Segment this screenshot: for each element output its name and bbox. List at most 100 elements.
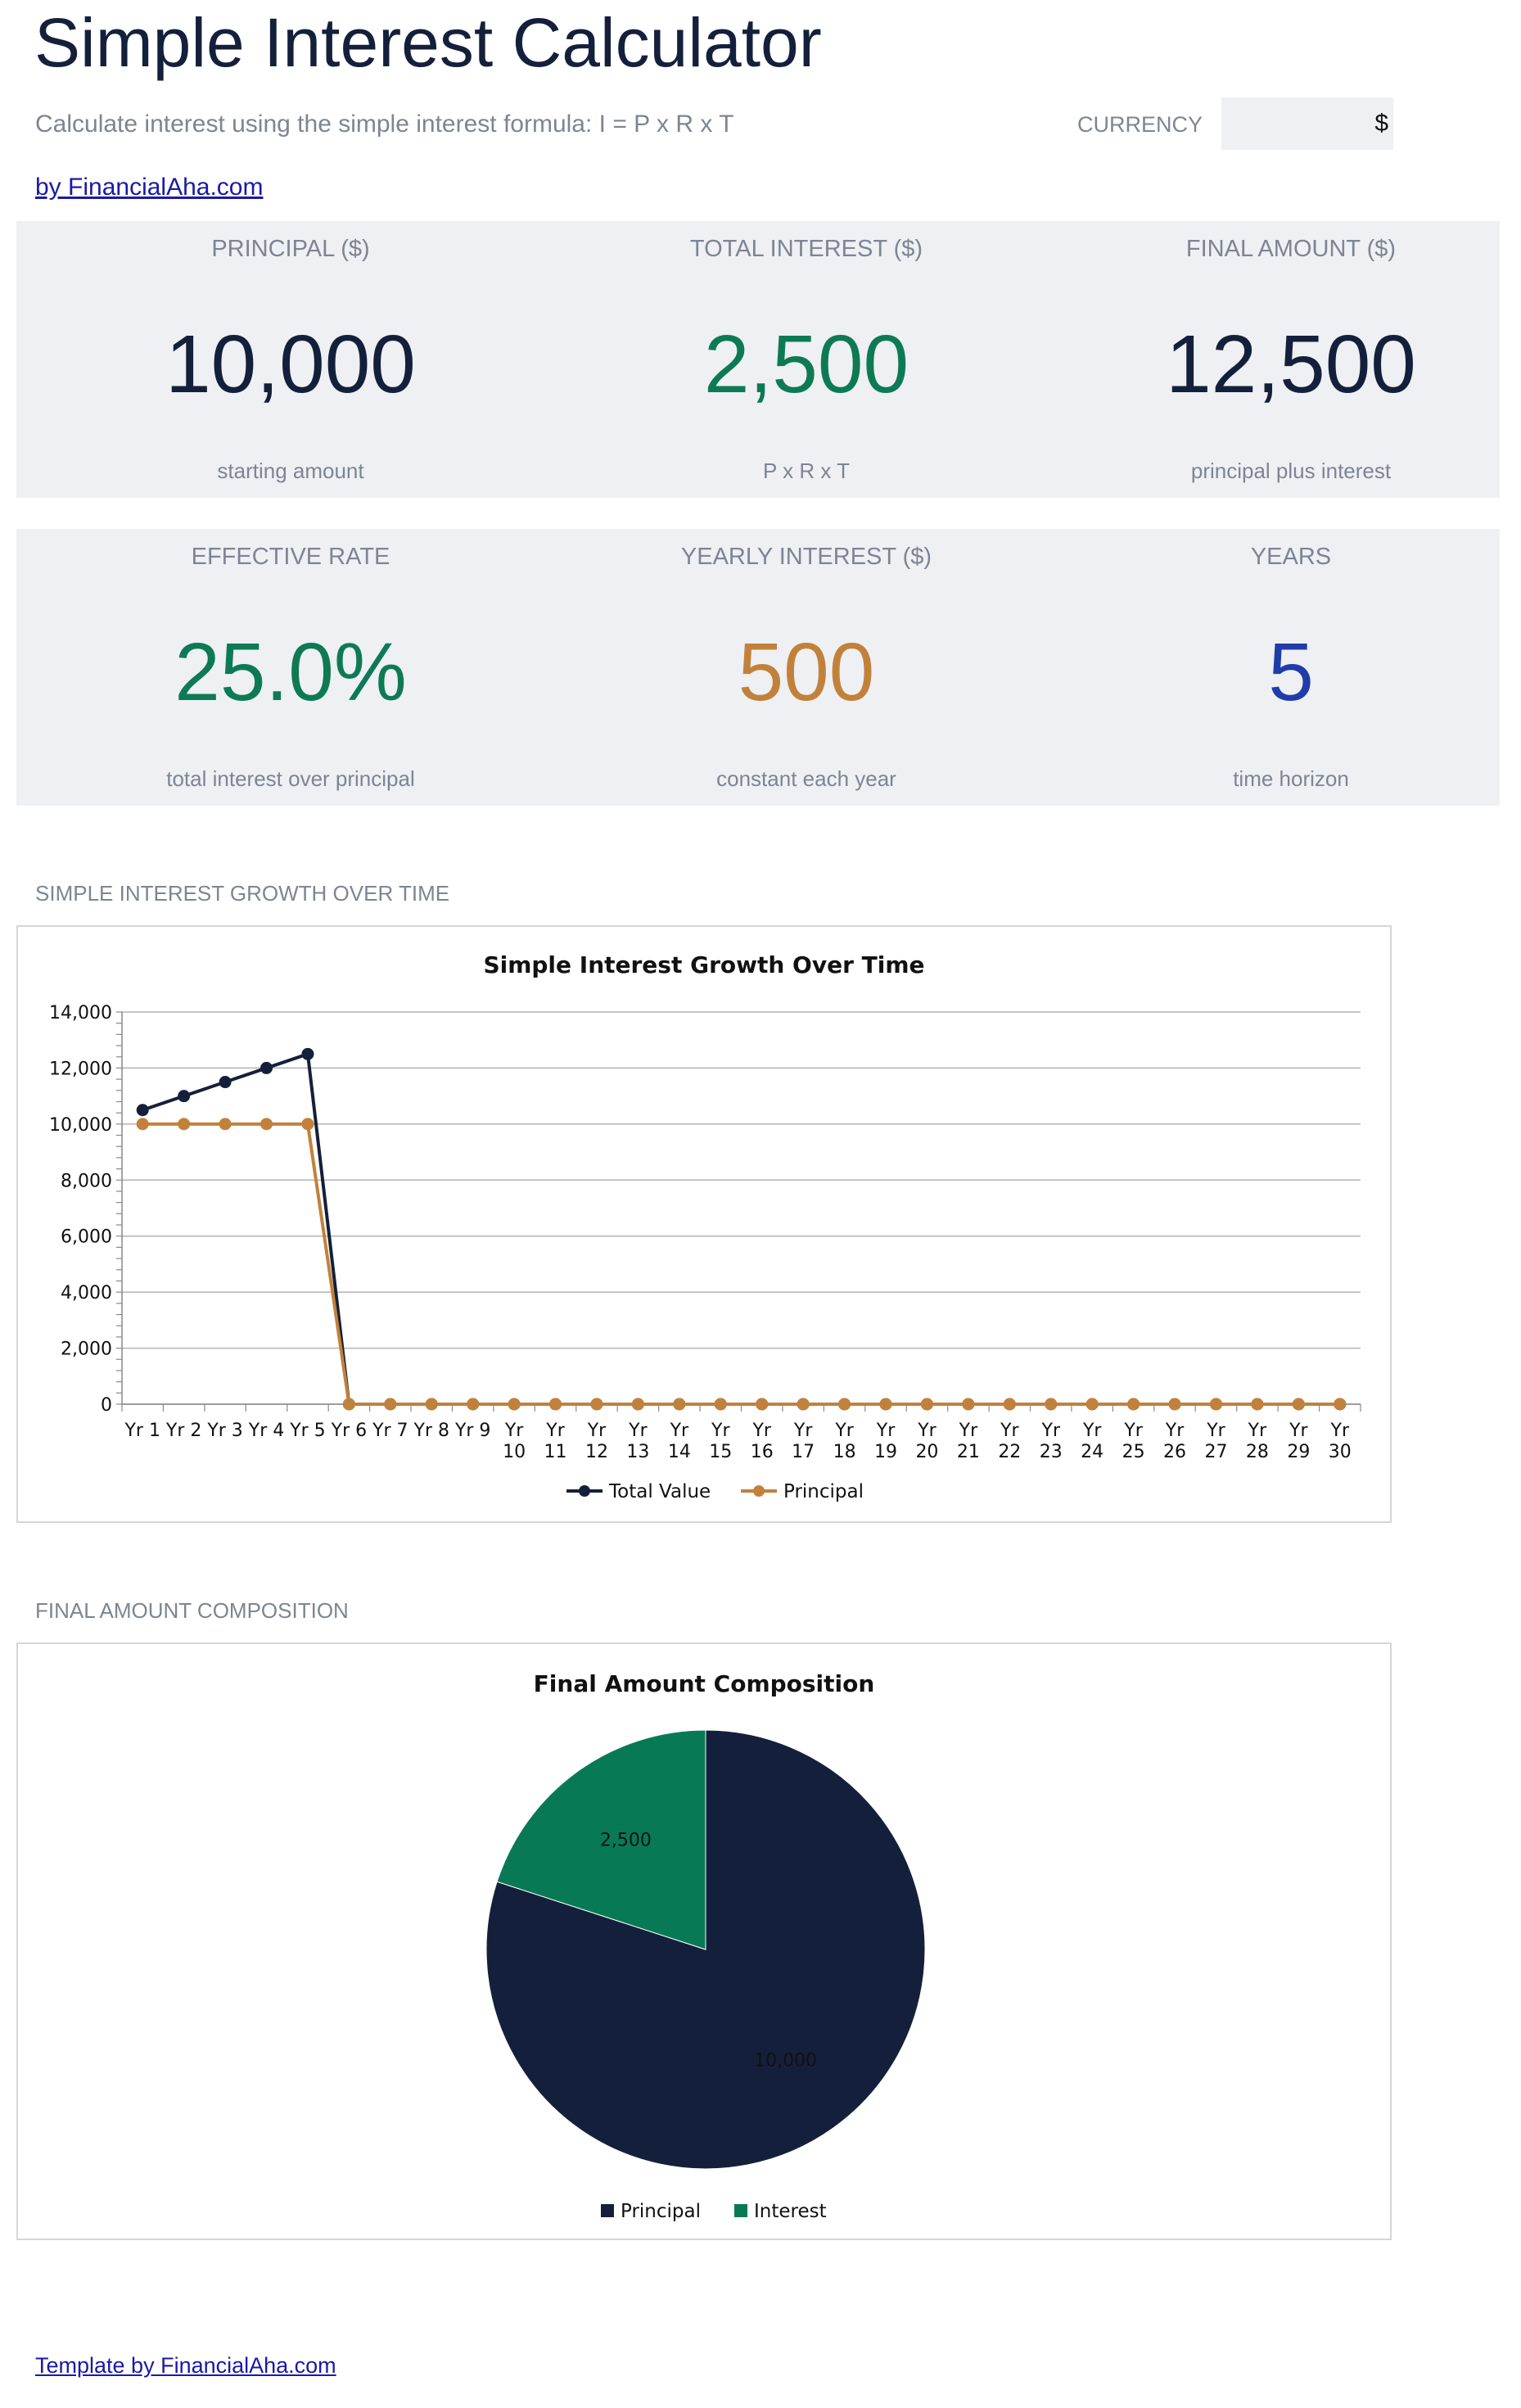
x-tick-label: Yr 8	[413, 1421, 449, 1441]
data-point	[467, 1398, 479, 1411]
data-point	[1334, 1398, 1346, 1411]
legend-label: Principal	[783, 1481, 864, 1502]
data-point	[1210, 1398, 1222, 1411]
y-tick-label: 2,000	[61, 1340, 112, 1360]
y-tick-label: 12,000	[49, 1059, 112, 1079]
x-tick-label: Yr 2	[165, 1421, 201, 1441]
page-title: Simple Interest Calculator	[34, 2, 822, 84]
card-value: 10,000	[37, 319, 544, 409]
legend-label: Principal	[621, 2201, 701, 2222]
currency-input[interactable]: $	[1221, 97, 1393, 150]
x-tick-label: Yr 21	[957, 1421, 980, 1462]
pie-chart-svg: 10,000 2,500 Principal Interest	[18, 1644, 1390, 2239]
x-tick-label: Yr 12	[585, 1421, 608, 1462]
card-value: 25.0%	[37, 627, 544, 717]
x-tick-label: Yr 1	[124, 1421, 160, 1441]
data-point	[1251, 1398, 1263, 1411]
card-sub: principal plus interest	[1037, 457, 1521, 485]
x-tick-label: Yr 18	[833, 1421, 856, 1462]
data-point	[260, 1118, 273, 1130]
footer-link[interactable]: Template by FinancialAha.com	[35, 2352, 336, 2379]
x-tick-label: Yr 20	[915, 1421, 938, 1462]
data-point	[590, 1398, 603, 1411]
card-label: YEARLY INTEREST ($)	[553, 542, 1060, 572]
data-point	[301, 1048, 314, 1060]
data-point	[715, 1398, 727, 1411]
growth-section-label: SIMPLE INTEREST GROWTH OVER TIME	[35, 879, 449, 907]
x-tick-label: Yr 4	[248, 1421, 284, 1441]
card-sub: P x R x T	[553, 457, 1060, 485]
card-sub: time horizon	[1037, 765, 1521, 793]
x-tick-label: Yr 13	[626, 1421, 649, 1462]
card-label: EFFECTIVE RATE	[37, 542, 544, 572]
growth-chart: Simple Interest Growth Over Time 0 2,000 4…	[16, 925, 1392, 1523]
x-tick-label: Yr 6	[331, 1421, 367, 1441]
data-point	[1004, 1398, 1016, 1411]
data-point	[219, 1118, 232, 1130]
data-point	[301, 1118, 314, 1130]
page-subtitle: Calculate interest using the simple inte…	[35, 108, 733, 141]
data-point	[838, 1398, 851, 1411]
x-tick-label: Yr 19	[874, 1421, 897, 1462]
currency-value: $	[1374, 109, 1388, 138]
card-label: TOTAL INTEREST ($)	[553, 234, 1060, 264]
x-tick-label: Yr 17	[792, 1421, 815, 1462]
composition-section-label: FINAL AMOUNT COMPOSITION	[35, 1597, 349, 1624]
y-tick-label: 6,000	[61, 1227, 112, 1248]
data-point	[549, 1398, 562, 1411]
line-chart-svg: 02,0004,0006,0008,00010,00012,00014,000Y…	[18, 927, 1390, 1521]
x-tick-label: Yr 28	[1246, 1421, 1269, 1462]
x-tick-label: Yr 11	[544, 1421, 567, 1462]
y-tick-label: 4,000	[61, 1283, 112, 1303]
byline-link[interactable]: by FinancialAha.com	[35, 172, 263, 203]
legend-swatch	[734, 2204, 747, 2217]
data-point	[178, 1118, 190, 1130]
currency-label: CURRENCY	[1077, 110, 1203, 139]
data-point	[1293, 1398, 1305, 1411]
x-tick-label: Yr 30	[1329, 1421, 1352, 1462]
x-tick-label: Yr 29	[1287, 1421, 1310, 1462]
x-tick-label: Yr 26	[1163, 1421, 1186, 1462]
x-tick-label: Yr 7	[372, 1421, 408, 1441]
legend-marker	[753, 1485, 765, 1497]
x-tick-label: Yr 3	[206, 1421, 242, 1441]
card-value: 2,500	[553, 319, 1060, 409]
legend-label: Interest	[754, 2201, 827, 2222]
card-label: PRINCIPAL ($)	[37, 234, 544, 264]
x-tick-label: Yr 10	[503, 1421, 526, 1462]
x-tick-label: Yr 24	[1081, 1421, 1104, 1462]
y-tick-label: 14,000	[49, 1003, 112, 1023]
y-tick-label: 10,000	[49, 1115, 112, 1136]
data-point	[384, 1398, 396, 1411]
legend-label: Total Value	[608, 1481, 711, 1502]
card-label: FINAL AMOUNT ($)	[1037, 234, 1521, 264]
data-point	[632, 1398, 644, 1411]
pie-data-label: 10,000	[754, 2050, 817, 2071]
data-point	[880, 1398, 892, 1411]
x-tick-label: Yr 14	[668, 1421, 691, 1462]
x-tick-label: Yr 23	[1040, 1421, 1063, 1462]
data-point	[508, 1398, 521, 1411]
legend-swatch	[601, 2204, 614, 2217]
card-sub: constant each year	[553, 765, 1060, 793]
summary-panel-1: PRINCIPAL ($) 10,000 starting amount TOT…	[16, 221, 1500, 498]
x-tick-label: Yr 5	[289, 1421, 325, 1441]
composition-chart: Final Amount Composition 10,000 2,500 Prin…	[16, 1642, 1392, 2240]
data-point	[1086, 1398, 1099, 1411]
data-point	[756, 1398, 768, 1411]
data-point	[797, 1398, 810, 1411]
data-point	[426, 1398, 438, 1411]
data-point	[1045, 1398, 1057, 1411]
legend-marker	[579, 1485, 590, 1497]
card-sub: starting amount	[37, 457, 544, 485]
data-point	[1127, 1398, 1140, 1411]
card-value: 500	[553, 627, 1060, 717]
card-value: 5	[1037, 627, 1521, 717]
data-point	[137, 1118, 149, 1130]
y-tick-label: 8,000	[61, 1171, 112, 1191]
summary-panel-2: EFFECTIVE RATE 25.0% total interest over…	[16, 529, 1500, 806]
card-value: 12,500	[1037, 319, 1521, 409]
x-tick-label: Yr 15	[709, 1421, 732, 1462]
x-tick-label: Yr 16	[751, 1421, 774, 1462]
data-point	[260, 1062, 273, 1074]
